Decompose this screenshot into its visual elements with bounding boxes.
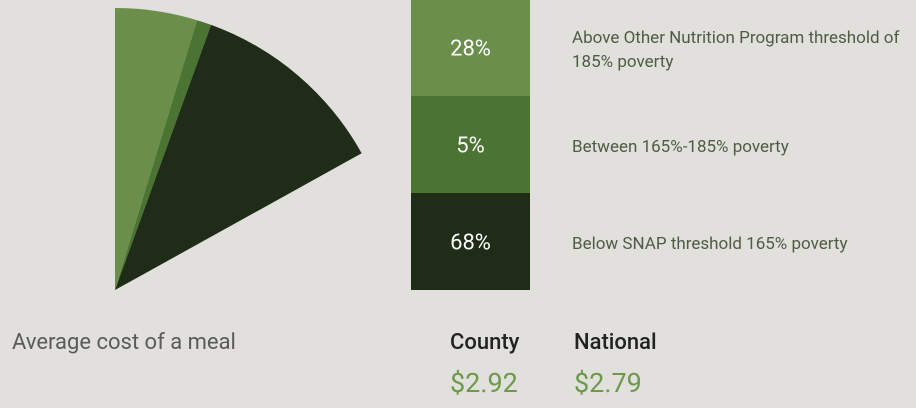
cost-region: National (574, 330, 657, 355)
pie-slice (115, 24, 362, 291)
bar-label: 68% (450, 230, 491, 255)
bar-label: 28% (450, 36, 491, 61)
legend-label: Below SNAP threshold 165% poverty (572, 233, 848, 254)
cost-value: $2.79 (574, 367, 642, 399)
bar-label: 5% (456, 133, 484, 158)
cost-value: $2.92 (450, 367, 518, 399)
cost-region: County (450, 330, 520, 355)
bar-segment (411, 96, 530, 193)
bar-segment (411, 0, 530, 96)
legend-label: Above Other Nutrition Program threshold … (572, 27, 900, 72)
meal-cost-title: Average cost of a meal (12, 330, 236, 355)
pie-slice (115, 20, 212, 291)
legend-label: Between 165%-185% poverty (572, 136, 789, 157)
bar-segment (411, 193, 530, 290)
pie-slice (115, 8, 198, 290)
